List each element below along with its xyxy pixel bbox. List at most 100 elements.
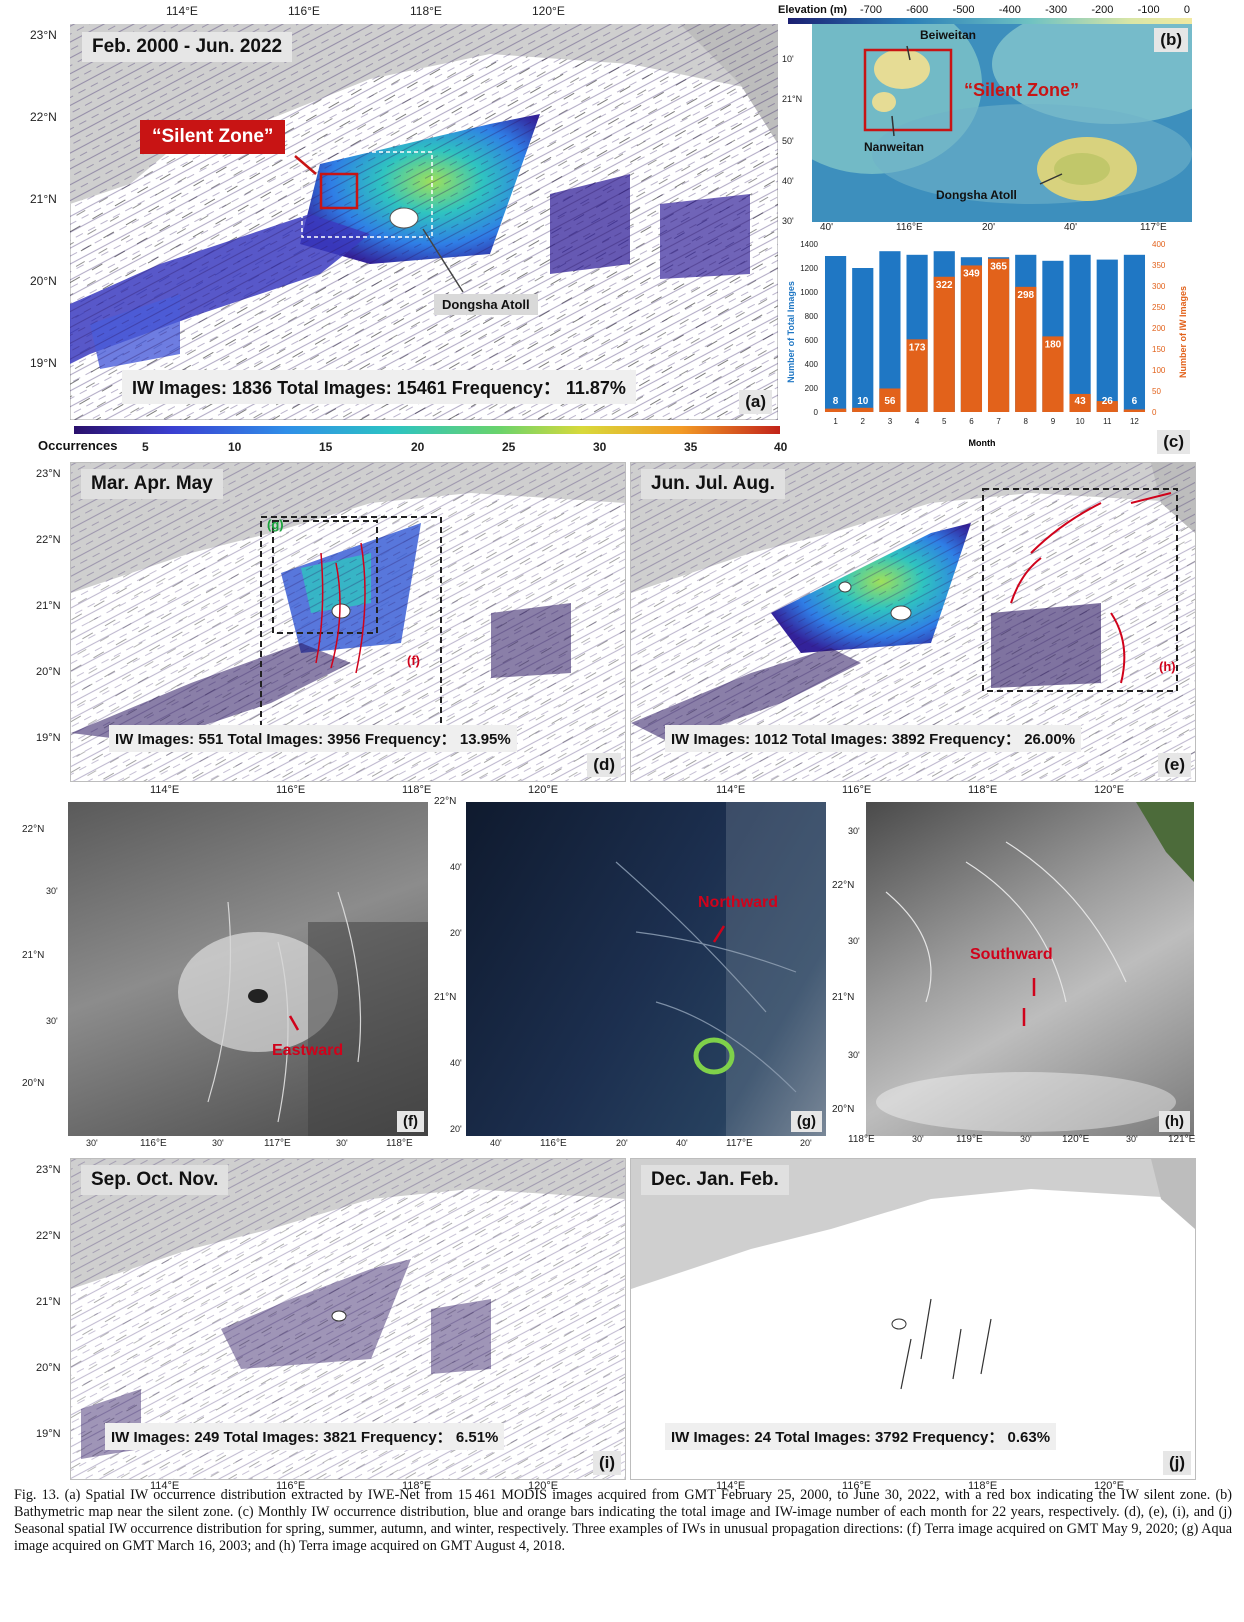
bar-data-label: 43 xyxy=(1075,396,1087,407)
panel-d-stats: IW Images: 551 Total Images: 3956 Freque… xyxy=(109,725,517,752)
bar-iw-images xyxy=(960,265,983,412)
colorbar-tick: 35 xyxy=(684,440,698,454)
g-lat-tick: 22°N xyxy=(434,796,457,807)
b-lon-tick: 40' xyxy=(1064,222,1078,233)
c-month-tick: 7 xyxy=(996,417,1001,426)
e-lon-tick: 116°E xyxy=(842,784,872,796)
c-month-tick: 2 xyxy=(861,417,866,426)
h-lon-tick: 120°E xyxy=(1062,1134,1090,1145)
beiweitan-label: Beiweitan xyxy=(920,28,977,42)
g-lon-tick: 116°E xyxy=(540,1138,567,1149)
bar-iw-images xyxy=(906,339,928,412)
bar-data-label: 26 xyxy=(1102,396,1114,407)
h-lon-tick: 30' xyxy=(1020,1134,1032,1144)
d-lon-tick: 114°E xyxy=(150,784,180,796)
elev-tick: 0 xyxy=(1183,4,1190,16)
elev-tick: -400 xyxy=(998,4,1021,16)
panel-c-label: (c) xyxy=(1157,430,1190,454)
b-lat-tick: 10' xyxy=(782,54,794,64)
c-right-tick-label: 250 xyxy=(1152,303,1166,312)
a-lat-tick: 19°N xyxy=(30,356,57,370)
a-lon-tick: 118°E xyxy=(410,4,442,18)
panel-a-title: Feb. 2000 - Jun. 2022 xyxy=(82,32,293,62)
f-lat-tick: 22°N xyxy=(22,824,45,835)
colorbar-tick: 40 xyxy=(774,440,788,454)
h-lat-tick: 21°N xyxy=(832,992,855,1003)
c-ylabel-left: Number of Total Images xyxy=(786,281,796,383)
bar-iw-images xyxy=(1123,409,1146,412)
c-right-tick-label: 400 xyxy=(1152,240,1166,249)
g-lon-tick: 40' xyxy=(676,1138,688,1148)
c-month-tick: 4 xyxy=(915,417,920,426)
e-lon-tick: 120°E xyxy=(1094,784,1125,796)
bar-total-images xyxy=(1096,259,1118,412)
figure-caption: Fig. 13. (a) Spatial IW occurrence distr… xyxy=(14,1487,1232,1554)
panel-i-stats: IW Images: 249 Total Images: 3821 Freque… xyxy=(105,1423,505,1450)
silent-zone-label-b: “Silent Zone” xyxy=(964,80,1080,100)
c-right-tick-label: 0 xyxy=(1152,408,1157,417)
b-lon-tick: 117°E xyxy=(1140,222,1167,233)
dongsha-atoll-image xyxy=(693,1037,735,1075)
mark-g: (g) xyxy=(267,517,284,532)
c-month-tick: 11 xyxy=(1103,417,1112,426)
panel-d-title: Mar. Apr. May xyxy=(81,469,223,499)
panel-e-map xyxy=(631,463,1195,781)
colorbar-tick: 25 xyxy=(502,440,516,454)
a-lat-tick: 22°N xyxy=(30,110,57,124)
b-lat-tick: 50' xyxy=(782,136,794,146)
panel-h-label: (h) xyxy=(1158,1111,1190,1132)
h-lon-tick: 121°E xyxy=(1168,1134,1196,1145)
c-month-tick: 3 xyxy=(888,417,893,426)
monthly-bar-chart: Number of Total Images Number of IW Imag… xyxy=(786,240,1188,448)
bar-data-label: 173 xyxy=(909,342,926,353)
c-left-tick-label: 0 xyxy=(814,408,819,417)
h-lat-tick: 30' xyxy=(848,826,860,836)
elev-tick: -200 xyxy=(1091,4,1114,16)
h-lat-tick: 20°N xyxy=(832,1104,855,1115)
colorbar-tick: 5 xyxy=(142,440,149,454)
c-month-tick: 5 xyxy=(942,417,947,426)
d-lat-tick: 23°N xyxy=(36,468,61,480)
mark-h: (h) xyxy=(1159,659,1176,674)
panel-a-label: (a) xyxy=(739,390,772,414)
i-lon-tick: 120°E xyxy=(528,1480,559,1492)
g-lon-tick: 20' xyxy=(800,1138,812,1148)
panel-i: Sep. Oct. Nov. IW Images: 249 Total Imag… xyxy=(70,1158,626,1480)
f-lon-tick: 117°E xyxy=(264,1138,291,1149)
c-right-tick-label: 300 xyxy=(1152,282,1166,291)
g-lon-tick: 117°E xyxy=(726,1138,753,1149)
bar-data-label: 56 xyxy=(884,396,896,407)
panel-g-label: (g) xyxy=(790,1111,822,1132)
i-lon-tick: 114°E xyxy=(150,1480,180,1492)
g-lon-tick: 20' xyxy=(616,1138,628,1148)
silent-zone-label: “Silent Zone” xyxy=(140,120,286,154)
f-lat-tick: 30' xyxy=(46,886,58,896)
panel-f-label: (f) xyxy=(397,1111,424,1132)
f-lon-tick: 30' xyxy=(336,1138,348,1148)
elev-tick: -600 xyxy=(906,4,929,16)
g-lat-tick: 40' xyxy=(450,1058,462,1068)
panel-a-stats: IW Images: 1836 Total Images: 15461 Freq… xyxy=(122,370,636,404)
d-lon-tick: 116°E xyxy=(276,784,306,796)
panel-h-image xyxy=(876,802,1194,1132)
elev-gradient xyxy=(788,18,1192,24)
c-ylabel-right: Number of IW Images xyxy=(1178,286,1188,378)
b-lat-tick: 30' xyxy=(782,216,794,226)
panel-i-map xyxy=(71,1159,625,1479)
h-lon-tick: 118°E xyxy=(848,1134,875,1145)
d-lat-tick: 21°N xyxy=(36,600,61,612)
elev-title: Elevation (m) xyxy=(778,4,848,16)
d-lat-tick: 22°N xyxy=(36,534,61,546)
panel-j-stats: IW Images: 24 Total Images: 3792 Frequen… xyxy=(665,1423,1057,1450)
beiweitan-shoal xyxy=(874,49,930,89)
g-lat-tick: 20' xyxy=(450,1124,462,1134)
g-lat-tick: 40' xyxy=(450,862,462,872)
a-lat-tick: 23°N xyxy=(30,28,57,42)
panel-i-label: (i) xyxy=(592,1451,621,1475)
dongsha-label-b: Dongsha Atoll xyxy=(936,188,1017,202)
panel-h: Southward (h) xyxy=(866,802,1194,1136)
i-lat-tick: 19°N xyxy=(36,1428,61,1440)
bar-iw-images xyxy=(852,407,874,412)
panel-a-map xyxy=(70,24,778,420)
panel-g: Northward (g) xyxy=(466,802,826,1136)
